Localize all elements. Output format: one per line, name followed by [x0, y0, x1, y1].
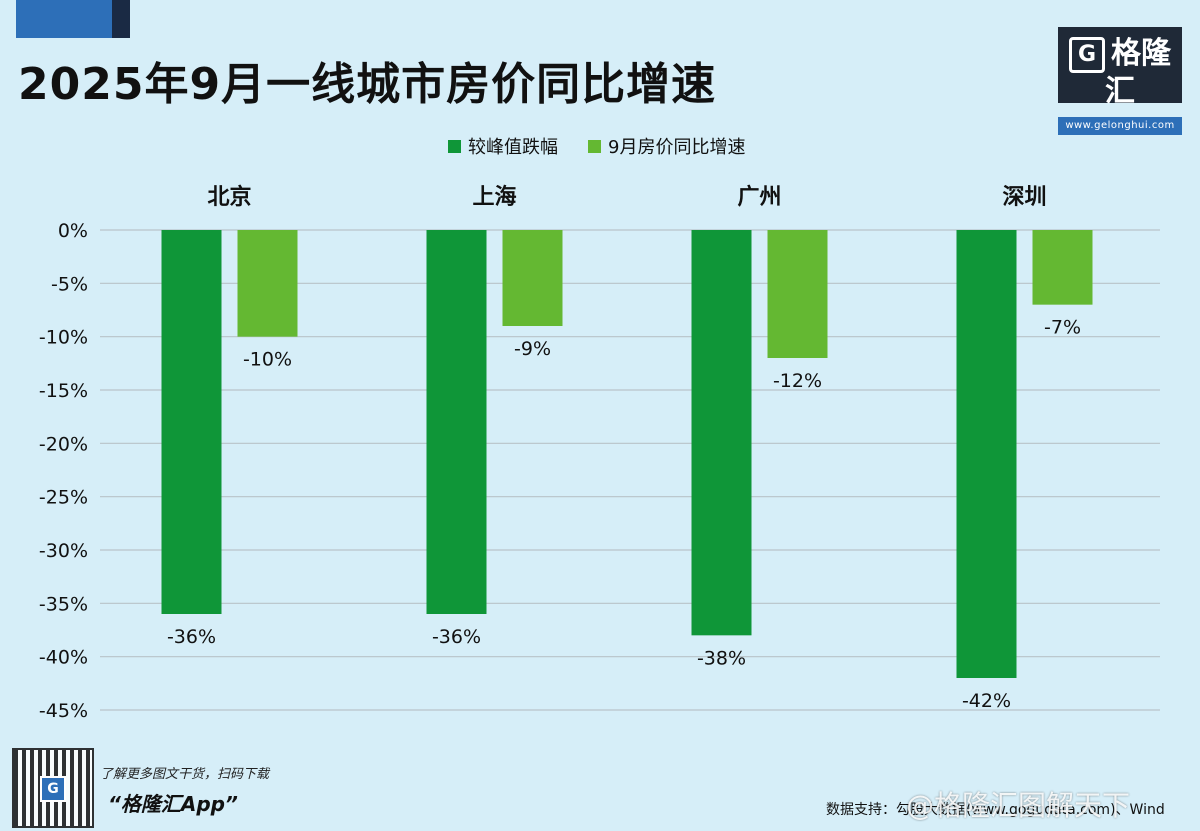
- y-tick-label: -20%: [39, 433, 88, 455]
- y-tick-label: -15%: [39, 380, 88, 402]
- y-tick-label: -10%: [39, 327, 88, 349]
- legend-swatch: [448, 140, 461, 153]
- chart-title: 2025年9月一线城市房价同比增速: [18, 59, 717, 110]
- logo-text: 格隆汇: [1105, 36, 1171, 109]
- bar: [767, 230, 828, 358]
- top-accent-dark: [112, 0, 130, 38]
- bar: [956, 230, 1017, 678]
- data-label: -7%: [1044, 317, 1081, 339]
- bar: [426, 230, 487, 614]
- category-label: 广州: [737, 184, 781, 210]
- qr-logo-icon: G: [40, 776, 66, 802]
- data-label: -12%: [773, 370, 822, 392]
- promo-app: “格隆汇App”: [108, 792, 238, 816]
- logo-g-icon: G: [1069, 36, 1105, 73]
- y-tick-label: 0%: [58, 220, 88, 242]
- y-tick-label: -5%: [51, 273, 88, 295]
- legend-label: 9月房价同比增速: [608, 137, 745, 158]
- legend-label: 较峰值跌幅: [468, 137, 558, 158]
- bar: [1032, 230, 1093, 305]
- top-accent-blue: [16, 0, 112, 38]
- y-tick-label: -35%: [39, 593, 88, 615]
- promo-line: 了解更多图文干货，扫码下载: [100, 767, 270, 782]
- y-tick-label: -30%: [39, 540, 88, 562]
- data-label: -42%: [962, 690, 1011, 712]
- data-label: -38%: [697, 647, 746, 669]
- bar: [237, 230, 298, 337]
- y-tick-label: -40%: [39, 647, 88, 669]
- brand-logo: G 格隆汇 www.gelonghui.com: [1058, 27, 1182, 135]
- data-label: -36%: [167, 626, 216, 648]
- source-note: 数据支持：勾股大数据(www.gogudata.com)、Wind: [826, 802, 1165, 818]
- weibo-watermark: @格隆汇图解天下: [906, 789, 1131, 822]
- category-label: 上海: [472, 184, 516, 210]
- y-tick-label: -45%: [39, 700, 88, 722]
- data-label: -10%: [243, 349, 292, 371]
- bar: [502, 230, 563, 326]
- data-label: -9%: [514, 338, 551, 360]
- bar: [691, 230, 752, 636]
- data-label: -36%: [432, 626, 481, 648]
- y-tick-label: -25%: [39, 487, 88, 509]
- legend-swatch: [588, 140, 601, 153]
- qr-code-icon: [12, 748, 94, 828]
- category-label: 北京: [207, 184, 251, 210]
- logo-url: www.gelonghui.com: [1058, 117, 1182, 135]
- category-label: 深圳: [1002, 185, 1046, 210]
- bar: [161, 230, 222, 614]
